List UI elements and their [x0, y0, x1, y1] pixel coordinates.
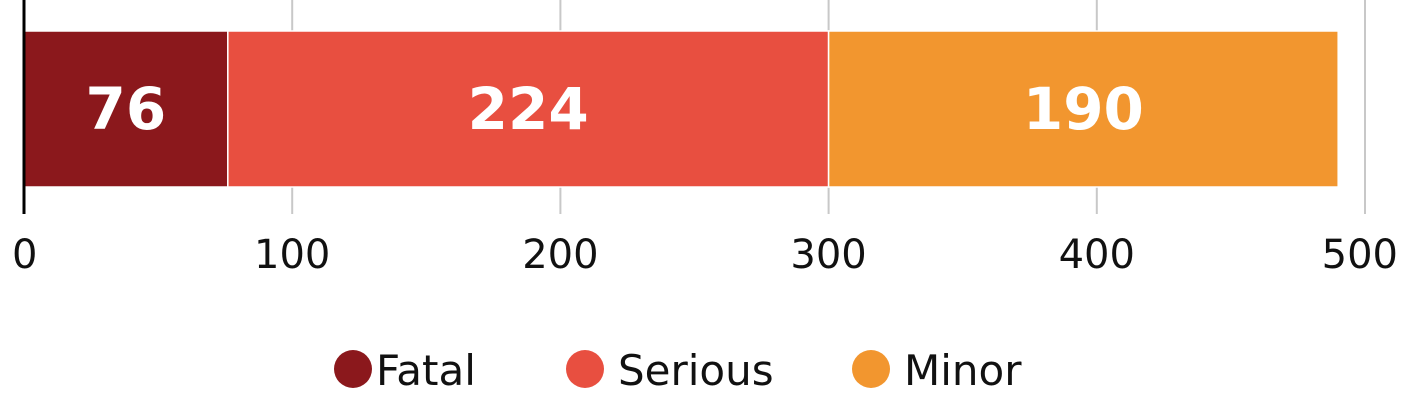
data-labels: 76 224 190: [86, 75, 1144, 143]
data-label-minor: 190: [1023, 75, 1144, 143]
tick-label-2: 200: [522, 232, 598, 278]
legend-label-fatal: Fatal: [376, 346, 476, 395]
tick-label-3: 300: [790, 232, 866, 278]
bars: [23, 30, 1339, 188]
tick-label-4: 400: [1059, 232, 1135, 278]
legend-swatch-serious: [566, 350, 604, 388]
bar-segment-fatal: [23, 30, 229, 188]
x-axis-tick-labels: 0 100 200 300 400 500: [12, 232, 1398, 278]
tick-label-1: 100: [254, 232, 330, 278]
legend-label-serious: Serious: [618, 346, 774, 395]
legend-swatch-minor: [852, 350, 890, 388]
tick-label-0: 0: [12, 232, 37, 278]
legend: Fatal Serious Minor: [334, 346, 1022, 395]
legend-swatch-fatal: [334, 350, 372, 388]
legend-label-minor: Minor: [904, 346, 1022, 395]
tick-label-5: 500: [1322, 232, 1398, 278]
bar-segment-serious: [227, 30, 830, 188]
data-label-fatal: 76: [86, 75, 167, 143]
data-label-serious: 224: [468, 75, 589, 143]
bar-segment-minor: [827, 30, 1339, 188]
